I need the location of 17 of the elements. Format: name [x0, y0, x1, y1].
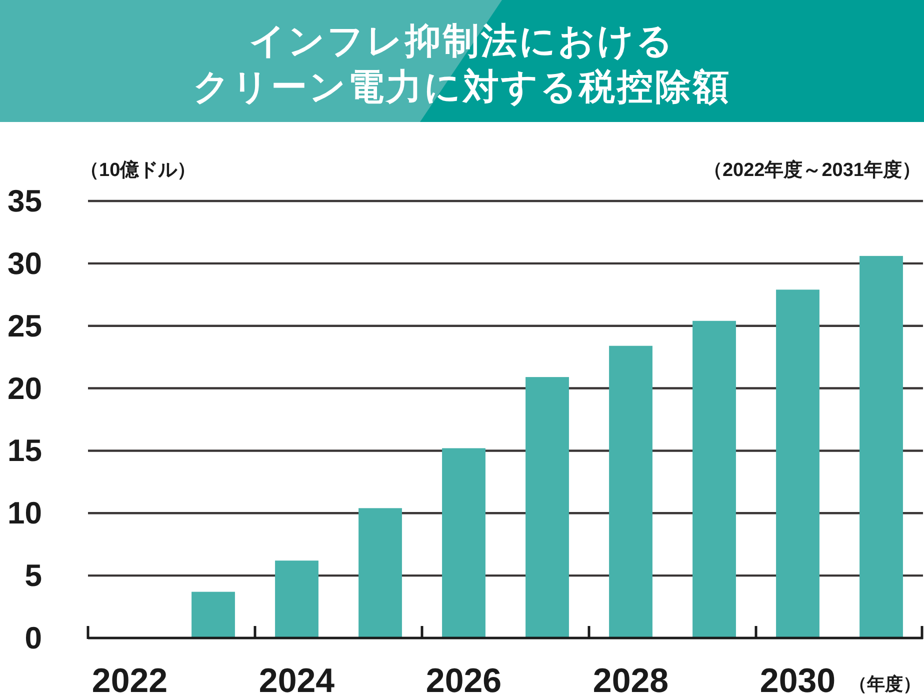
xtick: 2026	[426, 662, 502, 695]
ytick: 20	[8, 370, 42, 406]
ylabel: （10億ドル）	[80, 160, 196, 181]
xtick: 2022	[92, 662, 168, 695]
subtitle: （2022年度～2031年度）	[703, 160, 921, 181]
title: インフレ抑制法におけるクリーン電力に対する税控除額	[193, 20, 731, 107]
xtick: 2024	[258, 662, 335, 695]
xtick: 2028	[592, 662, 669, 695]
ytick: 5	[24, 558, 42, 594]
ytick: 25	[8, 308, 42, 344]
ytick: 30	[8, 246, 42, 281]
ytick: 15	[8, 433, 42, 468]
ytick: 0	[24, 620, 42, 656]
ytick: 10	[8, 496, 42, 531]
xlabel: （年度）	[849, 674, 921, 694]
xtick: 2030	[760, 662, 836, 695]
ytick: 35	[8, 184, 42, 218]
